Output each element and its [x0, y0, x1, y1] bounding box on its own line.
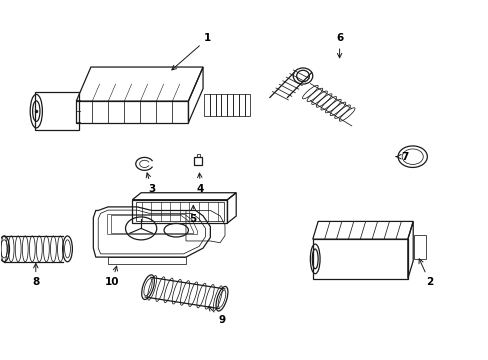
- Bar: [215, 94, 221, 116]
- Text: 7: 7: [395, 152, 408, 162]
- Bar: [221, 94, 227, 116]
- Bar: [232, 94, 238, 116]
- Text: 10: 10: [104, 266, 119, 287]
- Bar: [227, 94, 232, 116]
- Bar: [238, 94, 244, 116]
- Text: 2: 2: [418, 259, 432, 287]
- Bar: [413, 235, 426, 259]
- Text: 9: 9: [208, 306, 225, 325]
- Bar: [203, 94, 209, 116]
- Bar: [194, 157, 202, 165]
- Bar: [136, 202, 223, 221]
- Text: 1: 1: [171, 33, 211, 70]
- Bar: [35, 93, 79, 130]
- Bar: [209, 94, 215, 116]
- Text: 3: 3: [146, 173, 155, 194]
- Bar: [196, 154, 199, 157]
- Text: 4: 4: [197, 173, 204, 194]
- Bar: [244, 94, 250, 116]
- Text: 5: 5: [189, 205, 197, 224]
- Text: 6: 6: [335, 33, 343, 58]
- Text: 8: 8: [32, 264, 40, 287]
